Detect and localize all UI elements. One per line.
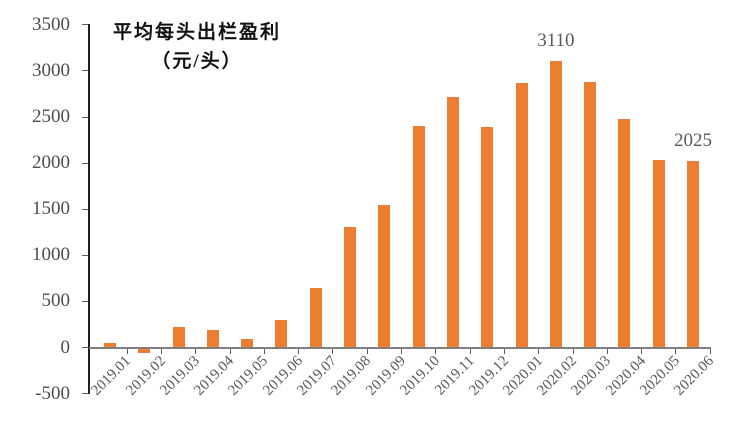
bar-2019.08: [344, 226, 357, 348]
x-axis-tick: [229, 348, 231, 354]
y-axis-tick: [82, 300, 89, 302]
y-axis-tick: [82, 254, 89, 256]
bar-2019.09: [378, 204, 391, 348]
y-axis-tick: [82, 70, 89, 72]
y-axis-line: [88, 24, 90, 394]
bar-2020.04: [618, 118, 631, 348]
y-axis-tick: [82, 347, 89, 348]
y-axis-label: -500: [35, 382, 70, 404]
bar-2020.03: [584, 81, 597, 348]
x-axis-tick: [298, 348, 300, 354]
x-axis-tick: [641, 348, 643, 354]
x-axis-tick: [606, 348, 608, 354]
chart-title-line1: 平均每头出栏盈利: [112, 22, 281, 43]
x-axis-tick: [572, 348, 574, 354]
bar-2019.11: [446, 97, 459, 348]
y-axis-label: 0: [60, 336, 71, 358]
y-axis-tick: [82, 162, 89, 164]
y-axis-label: 2500: [32, 106, 70, 127]
bar-2019.05: [241, 339, 254, 348]
bar-2020.01: [515, 83, 528, 348]
x-axis-tick: [709, 348, 711, 354]
data-label-2020.02: 3110: [537, 29, 575, 51]
x-axis-tick: [263, 348, 265, 354]
bar-2020.05: [652, 160, 665, 348]
y-axis-tick: [82, 116, 89, 118]
y-axis-tick: [82, 208, 89, 210]
y-axis-tick: [82, 393, 89, 395]
chart-title-line2: （元/头）: [151, 51, 243, 72]
bar-2019.02: [138, 348, 151, 354]
x-axis-tick: [332, 348, 334, 354]
y-axis-label: 1000: [32, 244, 70, 266]
bar-2020.02: [549, 60, 562, 348]
bar-2019.01: [103, 342, 116, 348]
x-axis-tick: [503, 348, 505, 354]
x-axis-tick: [195, 348, 197, 354]
x-axis-tick: [469, 348, 471, 354]
x-axis-tick: [538, 348, 540, 354]
x-axis-line: [89, 346, 711, 349]
bar-2020.06: [687, 160, 700, 348]
y-axis-label: 2000: [32, 152, 70, 174]
x-axis-tick: [675, 348, 677, 354]
bar-2019.10: [412, 126, 425, 348]
bar-2019.03: [172, 326, 185, 348]
y-axis-label: 1500: [32, 198, 70, 220]
y-axis-label: 3000: [32, 59, 70, 81]
bar-2019.06: [275, 319, 288, 348]
bar-2019.12: [481, 127, 494, 348]
data-label-2020.06: 2025: [674, 129, 713, 151]
bar-2019.04: [206, 329, 219, 348]
y-axis-label: 500: [41, 290, 71, 312]
x-axis-tick: [160, 348, 162, 354]
x-axis-tick: [366, 348, 368, 354]
x-axis-tick: [126, 348, 128, 354]
y-axis-tick: [82, 24, 89, 26]
y-axis-label: 3500: [32, 13, 70, 35]
bar-2019.07: [309, 287, 322, 348]
x-axis-tick: [435, 348, 437, 354]
x-axis-tick: [401, 348, 402, 354]
